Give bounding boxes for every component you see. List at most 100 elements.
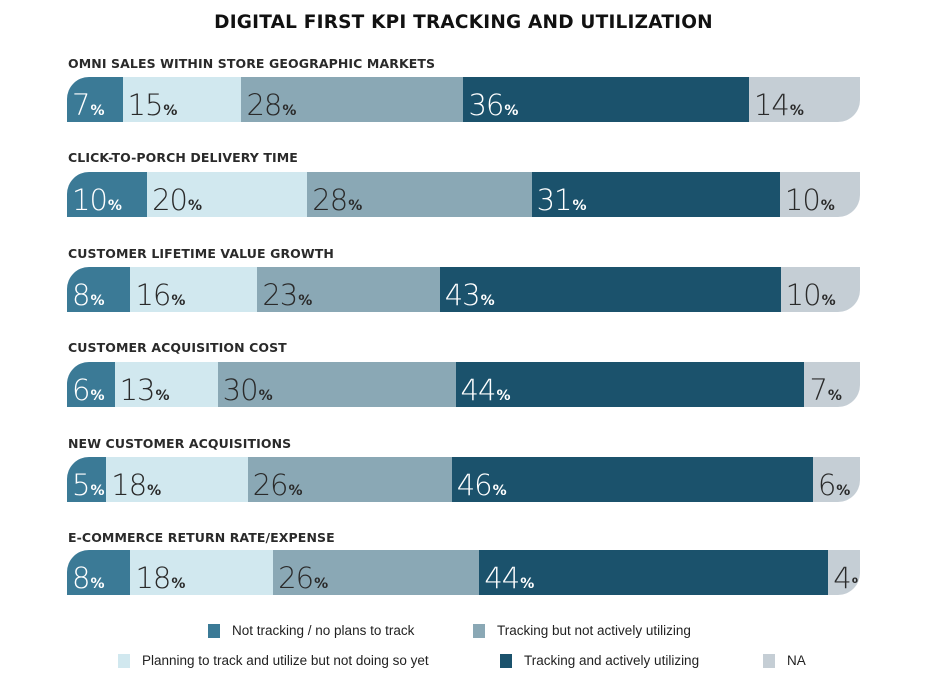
percent-sign: % — [90, 483, 105, 499]
data-label: 30% — [223, 376, 273, 405]
data-label-value: 26 — [252, 468, 289, 502]
data-label-value: 15 — [127, 88, 164, 122]
data-label-value: 6 — [817, 468, 836, 502]
percent-sign: % — [836, 483, 851, 499]
data-label: 44% — [461, 376, 511, 405]
bar-segment-not-tracking: 8% — [67, 550, 131, 595]
data-label-value: 18 — [135, 561, 171, 595]
data-label-value: 46 — [456, 468, 493, 502]
data-label-value: 7 — [72, 88, 90, 122]
percent-sign: % — [789, 103, 804, 119]
data-label-value: 10 — [72, 183, 108, 217]
category-label: OMNI SALES WITHIN STORE GEOGRAPHIC MARKE… — [68, 56, 436, 71]
percent-sign: % — [171, 576, 186, 592]
data-label-value: 30 — [222, 373, 259, 407]
percent-sign: % — [155, 388, 170, 404]
bar-segment-planning-to-track: 13% — [114, 362, 218, 407]
legend-swatch — [763, 653, 775, 668]
data-label: 23% — [262, 281, 312, 310]
bar-segment-tracking-and-utilizing: 44% — [455, 362, 805, 407]
bar-segment-tracking-not-utilizing: 28% — [307, 172, 532, 217]
data-label-value: 10 — [784, 183, 821, 217]
bar-segment-not-tracking: 8% — [67, 267, 131, 312]
bar-segment-tracking-and-utilizing: 36% — [463, 77, 749, 122]
bar-segment-not-tracking: 10% — [67, 172, 148, 217]
percent-sign: % — [820, 198, 835, 214]
bar-row: 8%18%26%44%4% — [67, 550, 860, 595]
legend-item: Tracking and actively utilizing — [500, 653, 699, 668]
bar-segment-planning-to-track: 18% — [106, 457, 248, 502]
data-label-value: 18 — [111, 468, 147, 502]
percent-sign: % — [821, 293, 836, 309]
data-label: 8% — [72, 281, 104, 310]
bar-segment-planning-to-track: 15% — [122, 77, 242, 122]
data-label: 26% — [278, 564, 328, 593]
legend-label: Tracking but not actively utilizing — [497, 623, 691, 638]
data-label: 46% — [457, 471, 507, 500]
percent-sign: % — [90, 388, 105, 404]
percent-sign: % — [504, 103, 519, 119]
data-label-value: 7 — [809, 373, 827, 407]
bar-segment-tracking-not-utilizing: 28% — [241, 77, 464, 122]
bar-segment-na: 6% — [812, 457, 860, 502]
percent-sign: % — [188, 198, 203, 214]
data-label-value: 26 — [278, 561, 314, 595]
data-label-value: 16 — [135, 278, 171, 312]
chart-title: DIGITAL FIRST KPI TRACKING AND UTILIZATI… — [214, 12, 713, 33]
data-label-value: 36 — [468, 88, 504, 122]
percent-sign: % — [492, 483, 507, 499]
data-label-value: 28 — [312, 183, 348, 217]
bar-segment-tracking-and-utilizing: 43% — [439, 267, 781, 312]
percent-sign: % — [171, 293, 186, 309]
data-label: 14% — [754, 91, 804, 120]
legend-swatch — [473, 623, 485, 638]
percent-sign: % — [572, 198, 587, 214]
legend-swatch — [208, 623, 220, 638]
percent-sign: % — [480, 293, 495, 309]
legend-label: Tracking and actively utilizing — [524, 653, 700, 668]
bar-segment-tracking-not-utilizing: 23% — [257, 267, 440, 312]
data-label: 4% — [833, 564, 860, 593]
bar-segment-tracking-and-utilizing: 31% — [531, 172, 780, 217]
legend-label: Planning to track and utilize but not do… — [142, 653, 429, 668]
data-label: 13% — [120, 376, 170, 405]
percent-sign: % — [282, 103, 297, 119]
data-label-value: 8 — [72, 278, 90, 312]
category-label: E-COMMERCE RETURN RATE/EXPENSE — [68, 530, 335, 545]
data-label: 26% — [253, 471, 303, 500]
category-label: CUSTOMER ACQUISITION COST — [68, 340, 287, 355]
data-label-value: 44 — [484, 561, 520, 595]
bar-segment-na: 4% — [828, 550, 860, 595]
category-label: CUSTOMER LIFETIME VALUE GROWTH — [68, 246, 334, 261]
data-label-value: 13 — [119, 373, 156, 407]
percent-sign: % — [852, 576, 860, 592]
data-label: 20% — [152, 186, 202, 215]
percent-sign: % — [163, 103, 178, 119]
bar-segment-tracking-and-utilizing: 46% — [451, 457, 813, 502]
bar-segment-planning-to-track: 16% — [130, 267, 258, 312]
bar-row: 7% 15% 28% 36% 14% — [67, 77, 860, 122]
data-label-value: 43 — [444, 278, 481, 312]
percent-sign: % — [520, 576, 535, 592]
data-label-value: 6 — [72, 373, 90, 407]
data-label: 16% — [135, 281, 185, 310]
category-label: NEW CUSTOMER ACQUISITIONS — [68, 436, 292, 451]
data-label: 43% — [445, 281, 495, 310]
data-label: 6% — [72, 376, 104, 405]
percent-sign: % — [288, 483, 303, 499]
data-label-value: 20 — [152, 183, 188, 217]
bar-segment-tracking-not-utilizing: 26% — [273, 550, 480, 595]
legend-swatch — [500, 653, 512, 668]
data-label-value: 4 — [833, 561, 851, 595]
bar-segment-tracking-and-utilizing: 44% — [479, 550, 829, 595]
bar-segment-na: 7% — [804, 362, 860, 407]
bar-row: 5% 18% 26% 46% 6% — [67, 457, 860, 502]
data-label: 10% — [786, 281, 836, 310]
data-label: 18% — [135, 564, 185, 593]
legend-label: Not tracking / no plans to track — [232, 623, 415, 638]
legend-item: Planning to track and utilize but not do… — [118, 653, 429, 668]
bar-row: 6% 13% 30% 44% 7% — [67, 362, 860, 407]
bar-segment-planning-to-track: 18% — [130, 550, 274, 595]
percent-sign: % — [496, 388, 511, 404]
bar-segment-na: 14% — [748, 77, 860, 122]
